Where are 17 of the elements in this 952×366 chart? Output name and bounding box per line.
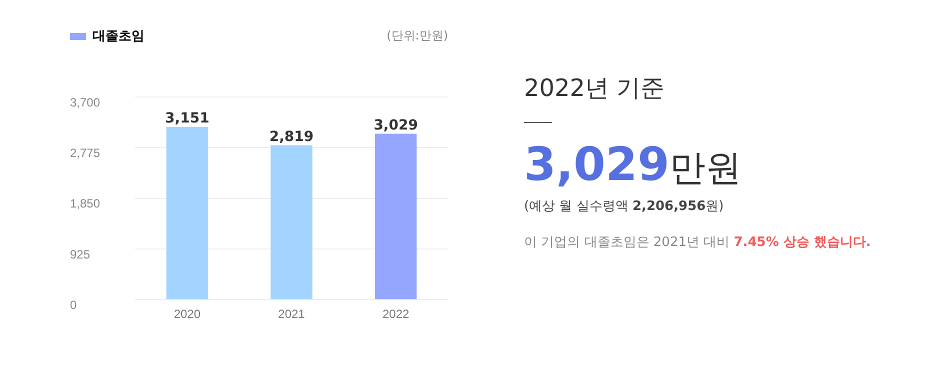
text: 2022년 기준 <box>524 73 666 104</box>
data-label: 3,029 <box>374 117 418 134</box>
data-label: 2,819 <box>269 128 314 145</box>
y-tick-label: 925 <box>70 247 90 262</box>
y-tick-label: 1,850 <box>70 196 100 211</box>
text: (예상 월 실수령액 2,206,956원) <box>524 198 725 215</box>
y-tick-label: 3,700 <box>70 95 100 110</box>
x-tick-label: 2020 <box>174 307 201 322</box>
y-tick-label: 0 <box>70 298 77 312</box>
text: 이 기업의 대졸초임은 2021년 대비 7.45% 상승 했습니다. <box>524 234 872 251</box>
x-tick-label: 2021 <box>278 307 306 322</box>
legend-label: 대졸초임 <box>92 28 144 44</box>
text: (단위:만원) <box>386 28 448 43</box>
data-label: 3,151 <box>165 110 210 127</box>
text: 3,029만원 <box>524 137 743 193</box>
x-tick-label: 2022 <box>382 307 410 322</box>
y-tick-label: 2,775 <box>70 146 100 160</box>
